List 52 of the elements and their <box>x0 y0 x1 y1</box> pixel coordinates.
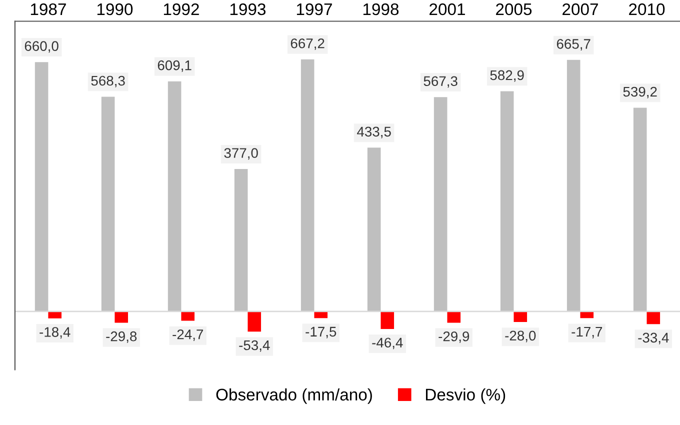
bar <box>514 311 528 322</box>
data-label: 539,2 <box>623 86 657 98</box>
data-label: 567,3 <box>424 76 458 88</box>
bar <box>447 311 461 323</box>
data-label: -18,4 <box>40 327 70 339</box>
data-label: 568,3 <box>91 76 125 88</box>
legend-label: Desvio (%) <box>426 388 506 404</box>
data-label: -17,7 <box>572 326 602 338</box>
data-label: 609,1 <box>158 60 192 72</box>
data-label: -46,4 <box>372 338 403 350</box>
data-label: 433,5 <box>357 126 391 138</box>
x-tick-label: 2001 <box>430 3 465 16</box>
data-label: -24,7 <box>172 329 204 341</box>
data-label: 665,7 <box>556 39 590 50</box>
x-tick-label: 2010 <box>629 3 665 16</box>
data-label: 660,0 <box>24 41 58 53</box>
x-tick-label: 1990 <box>97 3 133 16</box>
bar <box>234 169 248 312</box>
x-tick-label: 2007 <box>562 3 598 16</box>
bar <box>500 91 514 312</box>
x-tick-label: 1992 <box>164 3 199 16</box>
data-label: 582,9 <box>490 70 524 82</box>
bar <box>314 311 328 318</box>
bar <box>380 311 394 329</box>
bar <box>114 311 128 323</box>
bar <box>367 148 381 312</box>
bar <box>434 97 448 312</box>
bar <box>181 311 195 321</box>
bar <box>300 59 314 312</box>
bar <box>633 108 647 312</box>
data-label: 377,0 <box>224 148 258 160</box>
x-tick-label: 1993 <box>230 3 266 16</box>
bar <box>48 311 62 318</box>
data-label: 667,2 <box>290 38 324 50</box>
data-label: -33,4 <box>638 332 669 344</box>
legend-label: Observado (mm/ano) <box>216 388 372 404</box>
bar <box>566 60 580 312</box>
bar <box>168 81 182 312</box>
bar <box>248 311 262 332</box>
data-label: -28,0 <box>505 330 536 342</box>
bar <box>646 311 660 324</box>
bar <box>580 311 594 318</box>
x-tick-label: 1987 <box>30 3 66 16</box>
x-tick-label: 1997 <box>296 3 332 16</box>
x-tick-label: 1998 <box>363 3 399 16</box>
x-tick-label: 2005 <box>496 3 532 16</box>
data-label: -53,4 <box>239 340 270 352</box>
data-label: -29,9 <box>438 331 470 343</box>
data-label: -17,5 <box>306 326 336 338</box>
bar <box>101 96 115 312</box>
data-label: -29,8 <box>106 331 137 343</box>
bar <box>34 62 48 312</box>
